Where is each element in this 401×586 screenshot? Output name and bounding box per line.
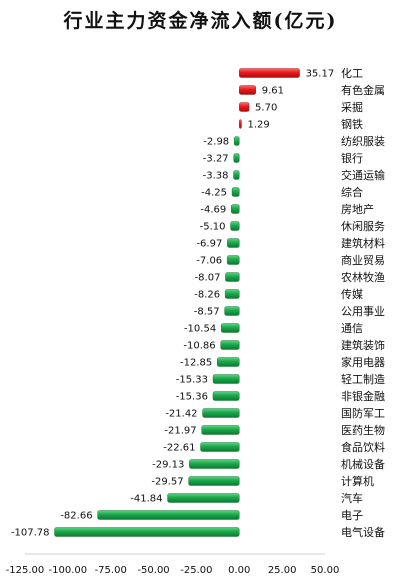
bar	[97, 510, 240, 520]
data-label: -5.10	[200, 222, 226, 233]
category-label: 商业贸易	[341, 253, 385, 267]
bar	[188, 476, 240, 486]
bar	[224, 306, 240, 316]
category-label: 汽车	[341, 491, 363, 505]
bar	[212, 391, 240, 401]
data-label: -10.86	[183, 341, 215, 352]
data-label: -2.98	[203, 137, 229, 148]
bar	[239, 68, 300, 78]
category-label: 综合	[341, 185, 363, 199]
bar	[233, 153, 240, 163]
data-label: -8.26	[194, 290, 220, 301]
category-label: 采掘	[341, 100, 363, 114]
data-label: -29.57	[151, 477, 183, 488]
bar	[167, 493, 240, 503]
bar	[225, 272, 240, 282]
x-tick-label: 25.00	[268, 565, 297, 576]
x-tick-label: 0.00	[228, 565, 250, 576]
bar	[230, 221, 240, 231]
bar	[189, 459, 240, 469]
category-label: 农林牧渔	[341, 270, 385, 284]
x-tick-label: -25.00	[180, 565, 212, 576]
category-label: 化工	[341, 66, 363, 80]
bar	[226, 255, 240, 265]
data-label: -4.69	[200, 205, 226, 216]
x-tick-label: -75.00	[95, 565, 127, 576]
bar	[217, 357, 240, 367]
data-label: -8.07	[195, 273, 221, 284]
category-label: 建筑材料	[341, 236, 385, 250]
category-label: 建筑装饰	[341, 338, 385, 352]
data-label: 35.17	[306, 69, 335, 80]
category-label: 房地产	[341, 202, 374, 216]
category-label: 纺织服装	[341, 134, 385, 148]
category-label: 交通运输	[341, 168, 385, 182]
data-label: -22.61	[163, 443, 195, 454]
x-tick-label: -50.00	[137, 565, 169, 576]
bar	[212, 374, 240, 384]
bar	[202, 408, 240, 418]
data-label: -82.66	[60, 511, 92, 522]
data-label: 5.70	[255, 103, 277, 114]
data-label: -4.25	[201, 188, 227, 199]
bar	[224, 289, 240, 299]
data-label: -3.38	[203, 171, 229, 182]
x-tick-label: -125.00	[6, 565, 45, 576]
category-label: 休闲服务	[341, 219, 385, 233]
category-label: 银行	[341, 151, 363, 165]
bar	[239, 102, 250, 112]
data-label: -12.85	[180, 358, 212, 369]
category-label: 计算机	[341, 474, 374, 488]
category-label: 钢铁	[341, 118, 363, 131]
category-label: 有色金属	[341, 83, 385, 97]
bar	[200, 442, 240, 452]
data-label: -15.36	[176, 392, 208, 403]
category-label: 电子	[341, 509, 363, 522]
bar	[239, 85, 256, 95]
data-label: 1.29	[247, 120, 269, 131]
category-label: 轻工制造	[341, 372, 385, 386]
bar	[220, 340, 240, 350]
bar	[231, 204, 240, 214]
category-label: 非银金融	[341, 389, 385, 403]
category-label: 国防军工	[341, 406, 385, 420]
category-label: 机械设备	[341, 457, 385, 471]
bar	[221, 323, 240, 333]
category-label: 医药生物	[341, 423, 385, 437]
data-label: -29.13	[152, 460, 184, 471]
data-label: -6.97	[196, 239, 222, 250]
category-label: 电气设备	[341, 525, 385, 539]
bars-group: 35.17 化工 9.61 有色金属 5.70 采掘 1.29 钢铁 -2.98 纺织服装 -3.2…	[11, 66, 385, 539]
bar	[54, 527, 240, 537]
data-label: -7.06	[196, 256, 222, 267]
data-label: -8.57	[194, 307, 220, 318]
bar	[233, 170, 240, 180]
chart-title: 行业主力资金净流入额(亿元)	[63, 10, 338, 32]
data-label: 9.61	[262, 86, 284, 97]
data-label: -15.33	[176, 375, 208, 386]
bar	[227, 238, 240, 248]
bar	[233, 136, 240, 146]
category-label: 通信	[341, 322, 363, 335]
category-label: 公用事业	[341, 305, 385, 318]
x-axis: -125.00 -100.00 -75.00 -50.00 -25.00 0.00 25.0…	[6, 553, 340, 576]
x-tick-label: -100.00	[49, 565, 88, 576]
data-label: -21.42	[165, 409, 197, 420]
data-label: -21.97	[164, 426, 196, 437]
bar	[231, 187, 240, 197]
category-label: 家用电器	[341, 355, 385, 369]
category-label: 食品饮料	[341, 440, 385, 454]
data-label: -107.78	[11, 528, 50, 539]
data-label: -41.84	[130, 494, 162, 505]
bar	[201, 425, 240, 435]
bar	[239, 119, 242, 129]
data-label: -3.27	[203, 154, 229, 165]
x-tick-label: 50.00	[311, 565, 340, 576]
data-label: -10.54	[184, 324, 216, 335]
category-label: 传媒	[341, 288, 363, 301]
